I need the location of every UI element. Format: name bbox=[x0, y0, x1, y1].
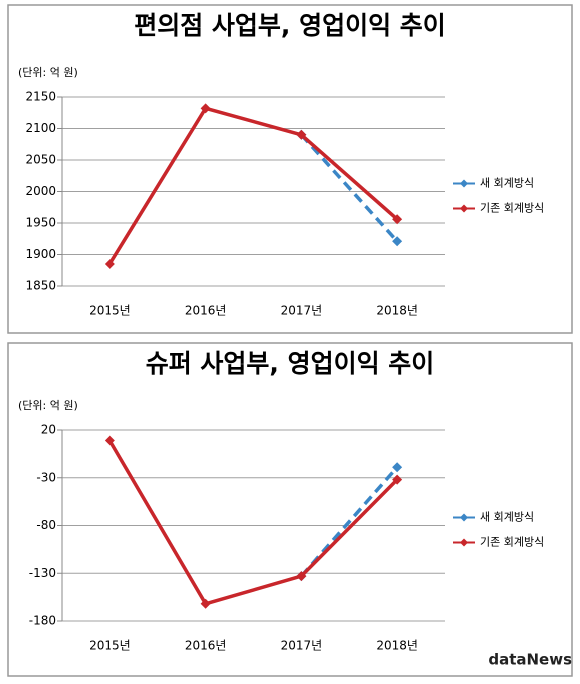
legend-label: 기존 회계방식 bbox=[480, 202, 544, 215]
legend-marker bbox=[460, 538, 468, 547]
y-tick-label: -80 bbox=[36, 518, 56, 532]
legend-label: 기존 회계방식 bbox=[480, 536, 544, 549]
series-line bbox=[108, 439, 399, 606]
x-tick-label: 2015년 bbox=[89, 304, 131, 318]
point-marker bbox=[392, 474, 403, 485]
y-tick-label: 2100 bbox=[25, 121, 56, 135]
point-marker bbox=[392, 462, 403, 473]
y-tick-label: 1900 bbox=[25, 247, 56, 261]
y-tick-label: -130 bbox=[29, 566, 56, 580]
legend-marker bbox=[460, 179, 468, 188]
y-tick-label: 1950 bbox=[25, 216, 56, 230]
x-tick-label: 2016년 bbox=[185, 639, 227, 653]
x-tick-label: 2018년 bbox=[376, 304, 418, 318]
point-marker bbox=[392, 214, 403, 225]
chart-frame bbox=[7, 342, 573, 677]
legend-label: 새 회계방식 bbox=[480, 177, 534, 190]
point-marker bbox=[296, 129, 307, 140]
unit-label: (단위: 억 원) bbox=[18, 66, 78, 79]
y-tick-label: 2000 bbox=[25, 184, 56, 198]
y-tick-label: -180 bbox=[29, 614, 56, 628]
source-logo: dataNews bbox=[488, 651, 572, 669]
point-marker bbox=[104, 435, 115, 446]
chart-title: 편의점 사업부, 영업이익 추이 bbox=[134, 11, 446, 40]
series-line bbox=[108, 106, 399, 265]
x-tick-label: 2017년 bbox=[281, 304, 323, 318]
legend-marker bbox=[460, 513, 468, 522]
y-tick-label: 2150 bbox=[25, 90, 56, 104]
point-marker bbox=[200, 598, 211, 609]
point-marker bbox=[200, 103, 211, 114]
y-tick-label: 2050 bbox=[25, 153, 56, 167]
unit-label: (단위: 억 원) bbox=[18, 399, 78, 412]
x-tick-label: 2018년 bbox=[376, 639, 418, 653]
y-tick-label: 20 bbox=[41, 423, 56, 437]
legend-label: 새 회계방식 bbox=[480, 511, 534, 524]
chart-title: 슈퍼 사업부, 영업이익 추이 bbox=[146, 349, 435, 378]
legend-marker bbox=[460, 204, 468, 213]
point-marker bbox=[392, 236, 403, 247]
y-tick-label: 1850 bbox=[25, 279, 56, 293]
series-line bbox=[300, 133, 399, 243]
y-tick-label: -30 bbox=[36, 470, 56, 484]
x-tick-label: 2017년 bbox=[281, 639, 323, 653]
point-marker bbox=[296, 571, 307, 582]
x-tick-label: 2016년 bbox=[185, 304, 227, 318]
x-tick-label: 2015년 bbox=[89, 639, 131, 653]
point-marker bbox=[104, 258, 115, 269]
chart-frame bbox=[7, 4, 573, 334]
